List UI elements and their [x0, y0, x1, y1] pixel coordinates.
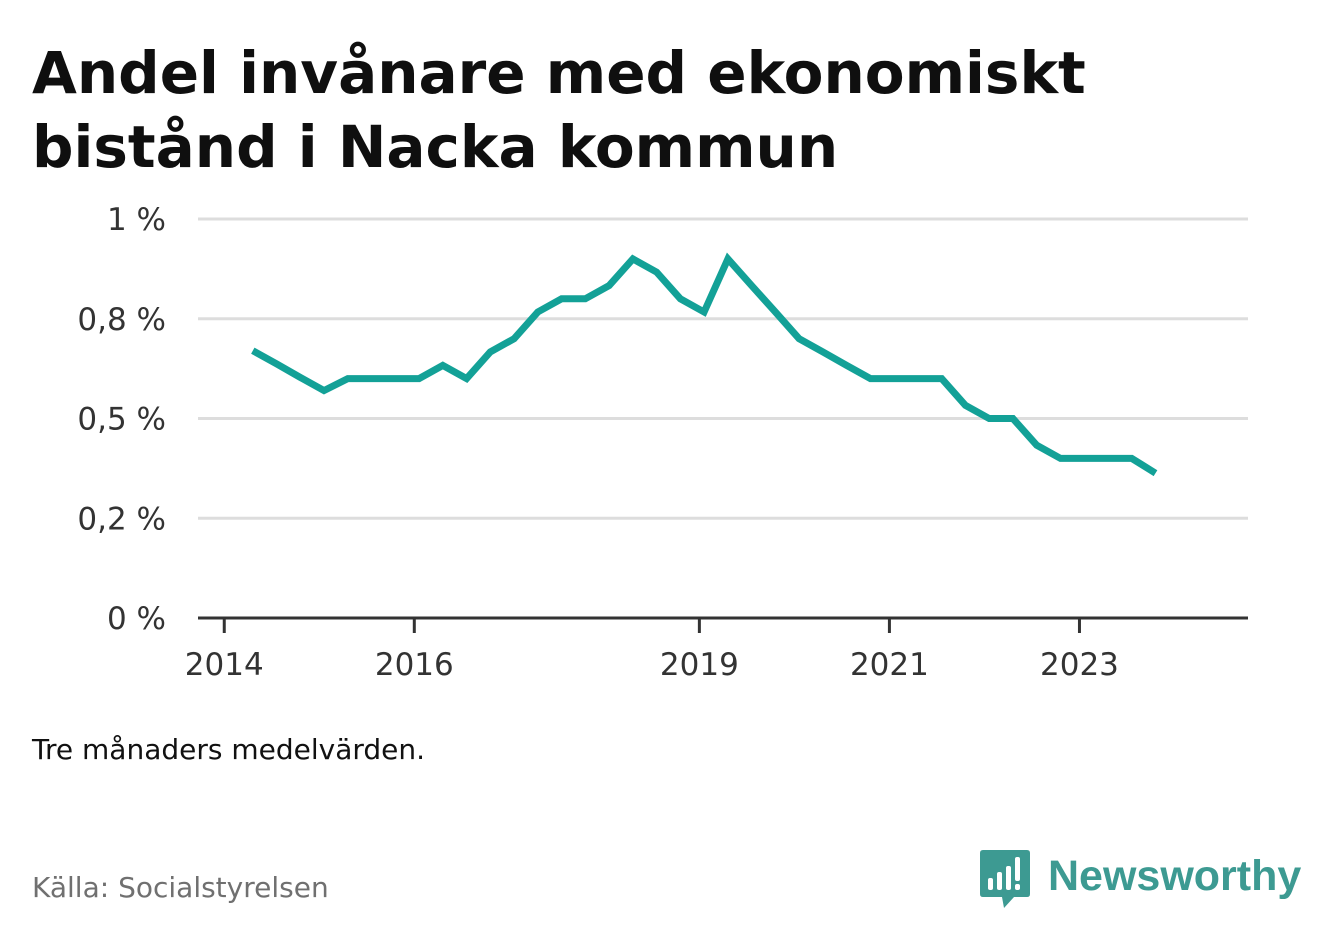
chart-title: Andel invånare med ekonomiskt bistånd i …: [32, 39, 1086, 181]
y-axis-tick-labels: 1 % 0,8 % 0,5 % 0,2 % 0 %: [77, 202, 166, 637]
x-tick-label: 2019: [660, 647, 739, 683]
bar-chart-speech-bubble-icon: [980, 850, 1030, 908]
chart-note: Tre månaders medelvärden.: [32, 733, 426, 766]
brand-name: Newsworthy: [1048, 851, 1302, 900]
source-credit: Källa: Socialstyrelsen: [32, 871, 329, 904]
y-tick-label: 0 %: [107, 601, 166, 637]
series-layer: [251, 252, 1158, 477]
x-tick-label: 2016: [375, 647, 454, 683]
y-tick-label: 0,2 %: [77, 501, 166, 537]
x-tick-label: 2023: [1040, 647, 1119, 683]
newsworthy-logo: Newsworthy: [980, 850, 1301, 912]
series-line: [251, 252, 1158, 477]
grid-lines: [198, 217, 1248, 520]
y-tick-label: 0,8 %: [77, 302, 166, 338]
x-tick-label: 2014: [185, 647, 264, 683]
y-tick-label: 1 %: [107, 202, 166, 238]
x-axis: 2014 2016 2019 2021 2023: [185, 616, 1248, 683]
x-tick-label: 2021: [850, 647, 929, 683]
y-tick-label: 0,5 %: [77, 402, 166, 438]
